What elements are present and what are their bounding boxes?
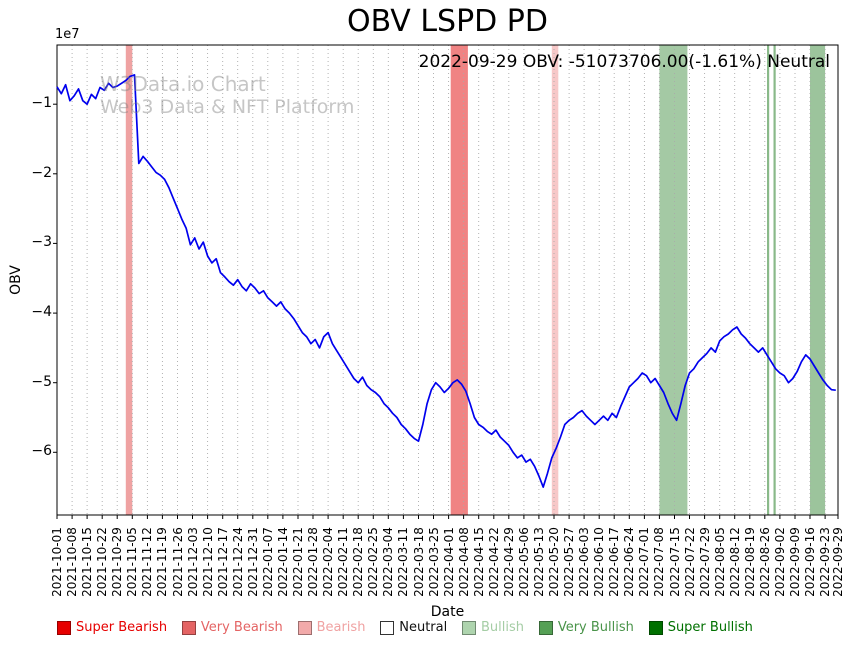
x-tick-label: 2021-11-05 <box>125 527 140 597</box>
x-tick-label: 2022-02-04 <box>321 527 336 597</box>
x-tick-label: 2022-03-18 <box>411 527 426 597</box>
plot-border <box>56 44 839 516</box>
very-bullish-swatch-icon <box>538 620 553 635</box>
signal-band <box>773 45 776 515</box>
latest-value-annotation: 2022-09-29 OBV: -51073706.00(-1.61%) Neu… <box>418 52 830 72</box>
signal-band <box>810 45 826 515</box>
x-tick-label: 2021-12-17 <box>215 527 230 597</box>
x-tick-label: 2022-09-16 <box>803 527 817 597</box>
legend-label: Super Bullish <box>667 620 753 635</box>
legend-item-bearish: Bearish <box>297 620 366 635</box>
x-tick-label: 2021-11-12 <box>140 527 155 597</box>
x-tick-label: 2022-04-22 <box>486 527 501 597</box>
signal-band <box>551 45 559 515</box>
x-tick-label: 2022-07-08 <box>652 527 667 597</box>
x-tick-label: 2022-03-11 <box>396 527 411 597</box>
signal-band <box>659 45 688 515</box>
x-tick-label: 2021-12-31 <box>245 527 260 597</box>
watermark-line2: Web3 Data & NFT Platform <box>100 96 355 118</box>
y-axis-offset-text: 1e7 <box>55 27 80 42</box>
chart-title: OBV LSPD PD <box>346 4 548 39</box>
signal-band <box>767 45 770 515</box>
x-tick-label: 2021-10-29 <box>110 527 125 597</box>
x-tick-label: 2022-08-26 <box>757 527 772 597</box>
x-tick-label: 2022-05-20 <box>547 527 561 597</box>
super-bearish-swatch-icon <box>57 620 71 635</box>
y-tick-label: −5 <box>31 373 52 390</box>
legend-label: Very Bearish <box>200 620 283 635</box>
x-tick-label: 2022-09-09 <box>788 527 802 597</box>
x-tick-label: 2022-01-28 <box>306 527 320 597</box>
legend-label: Bearish <box>316 620 366 635</box>
x-tick-label: 2022-09-29 <box>831 527 845 597</box>
x-tick-label: 2021-12-24 <box>230 527 245 597</box>
neutral-swatch-icon <box>380 620 395 635</box>
x-tick-label: 2021-10-15 <box>80 527 95 597</box>
legend-item-very-bearish: Very Bearish <box>181 620 283 635</box>
y-tick-label: −6 <box>31 443 52 460</box>
x-tick-label: 2022-04-15 <box>471 527 486 597</box>
x-tick-label: 2022-06-10 <box>592 527 607 597</box>
super-bullish-swatch-icon <box>648 620 663 635</box>
x-tick-label: 2022-04-01 <box>441 527 456 597</box>
legend-label: Super Bearish <box>76 620 168 635</box>
signal-band <box>450 45 468 515</box>
watermark: W3Data.io Chart Web3 Data & NFT Platform <box>100 72 354 119</box>
x-tick-label: 2022-05-13 <box>531 527 546 597</box>
legend-item-bullish: Bullish <box>462 620 524 635</box>
x-tick-label: 2022-02-11 <box>336 527 351 597</box>
x-tick-label: 2021-12-03 <box>185 527 200 597</box>
legend-item-very-bullish: Very Bullish <box>538 620 634 635</box>
legend-item-super-bearish: Super Bearish <box>57 620 167 635</box>
bearish-swatch-icon <box>297 620 312 635</box>
signal-band <box>125 45 133 515</box>
x-tick-label: 2022-06-03 <box>577 527 592 597</box>
x-tick-label: 2021-12-10 <box>200 527 215 597</box>
x-tick-label: 2022-03-04 <box>381 527 396 597</box>
x-tick-label: 2022-08-19 <box>742 527 757 597</box>
x-tick-label: 2022-01-14 <box>275 527 290 597</box>
x-tick-label: 2022-06-17 <box>607 527 622 597</box>
x-tick-label: 2022-05-27 <box>562 527 577 597</box>
x-tick-label: 2022-02-18 <box>351 527 366 597</box>
legend-item-super-bullish: Super Bullish <box>648 620 753 635</box>
x-tick-label: 2022-03-25 <box>426 527 441 597</box>
x-tick-label: 2022-07-15 <box>667 527 682 597</box>
x-tick-label: 2022-02-25 <box>366 527 381 597</box>
watermark-line1: W3Data.io Chart <box>100 72 266 96</box>
x-tick-label: 2021-11-26 <box>170 527 185 597</box>
x-tick-label: 2022-01-07 <box>260 527 275 597</box>
x-tick-label: 2022-07-29 <box>697 527 712 597</box>
x-tick-label: 2022-07-01 <box>637 527 652 597</box>
x-tick-label: 2022-04-08 <box>456 527 471 597</box>
x-tick-label: 2022-08-12 <box>727 527 742 597</box>
legend-label: Bullish <box>481 620 525 635</box>
y-tick-label: −3 <box>31 234 52 251</box>
legend-label: Neutral <box>399 620 448 635</box>
x-tick-label: 2021-10-01 <box>50 527 64 597</box>
x-tick-label: 2022-09-23 <box>818 527 833 597</box>
y-tick-label: −2 <box>31 164 52 181</box>
x-tick-label: 2022-06-24 <box>622 527 637 597</box>
x-tick-label: 2022-08-05 <box>712 527 727 597</box>
very-bearish-swatch-icon <box>181 620 196 635</box>
legend-label: Very Bullish <box>557 620 634 635</box>
legend: Super Bearish Very Bearish Bearish Neutr… <box>57 620 753 635</box>
x-tick-label: 2021-10-22 <box>95 527 110 597</box>
x-tick-label: 2022-09-02 <box>772 527 787 597</box>
x-tick-label: 2022-04-29 <box>501 527 516 597</box>
x-tick-label: 2022-01-21 <box>291 527 305 597</box>
x-tick-label: 2021-10-08 <box>65 527 80 597</box>
x-tick-label: 2022-05-06 <box>516 527 531 597</box>
x-tick-label: 2022-07-22 <box>682 527 697 597</box>
legend-item-neutral: Neutral <box>380 620 447 635</box>
obv-line <box>56 74 836 488</box>
x-axis-label: Date <box>430 604 465 620</box>
y-axis-label: OBV <box>8 265 24 295</box>
y-tick-label: −1 <box>31 95 52 112</box>
bullish-swatch-icon <box>462 620 477 635</box>
y-tick-label: −4 <box>31 304 52 321</box>
x-tick-label: 2021-11-19 <box>155 527 170 597</box>
